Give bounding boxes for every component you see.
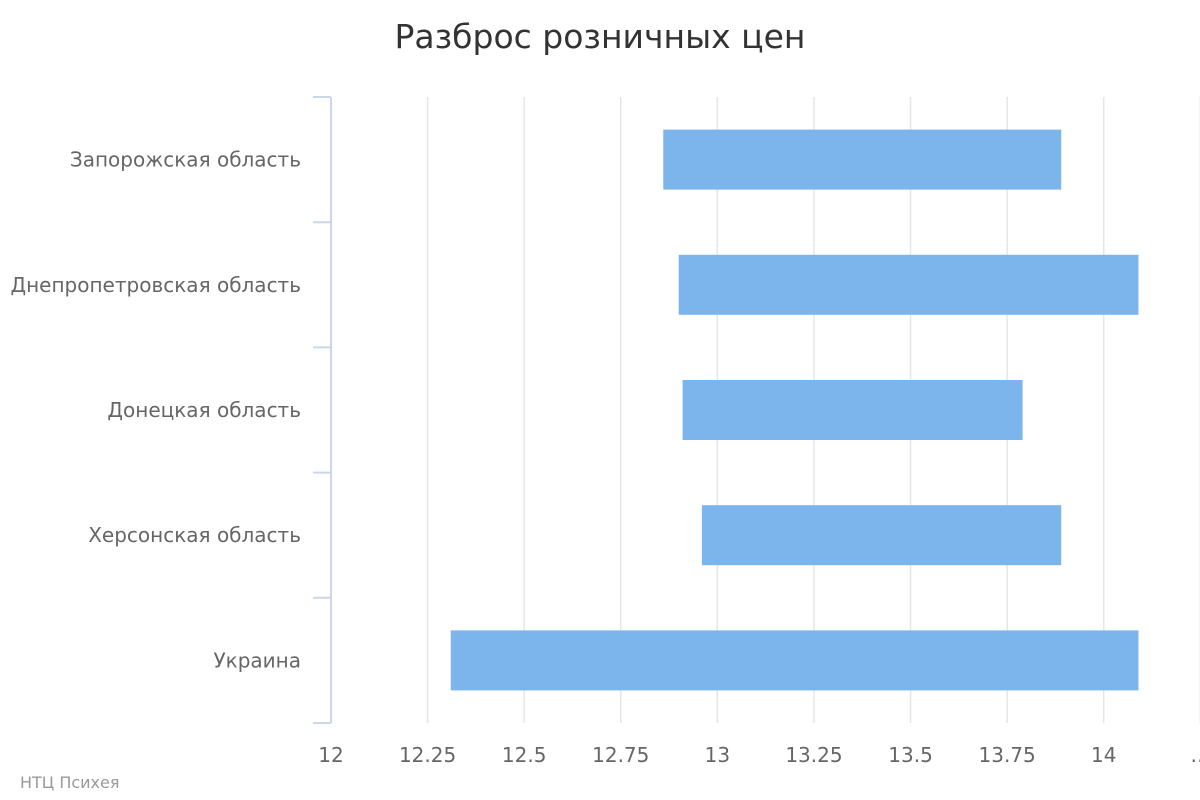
bar[interactable] [678,254,1139,315]
bar[interactable] [682,380,1023,440]
y-category-label: Херсонская область [88,523,301,547]
x-tick-label: 12.25 [399,743,456,767]
bar[interactable] [701,505,1062,566]
x-tick-label: 13.5 [888,743,933,767]
y-category-label: Днепропетровская область [10,273,301,297]
chart-title: Разброс розничных цен [395,17,806,56]
x-tick-label: 13.75 [979,743,1036,767]
x-tick-label: … [1190,743,1200,767]
x-tick-label: 12 [318,743,343,767]
y-category-label: Украина [213,648,301,672]
bar-series [450,129,1139,691]
credits-text[interactable]: НТЦ Психея [20,773,120,792]
category-axis [313,96,332,724]
category-labels: Запорожская область Днепропетровская обла… [10,148,301,673]
bar[interactable] [450,630,1139,691]
y-category-label: Донецкая область [107,398,301,422]
value-axis-labels: 12 12.25 12.5 12.75 13 13.25 13.5 13.75 14 … [318,743,1200,767]
bar[interactable] [663,129,1062,190]
x-tick-label: 14 [1091,743,1116,767]
x-tick-label: 12.5 [502,743,547,767]
x-tick-label: 12.75 [592,743,649,767]
x-tick-label: 13.25 [785,743,842,767]
x-tick-label: 13 [705,743,730,767]
y-category-label: Запорожская область [70,148,301,172]
